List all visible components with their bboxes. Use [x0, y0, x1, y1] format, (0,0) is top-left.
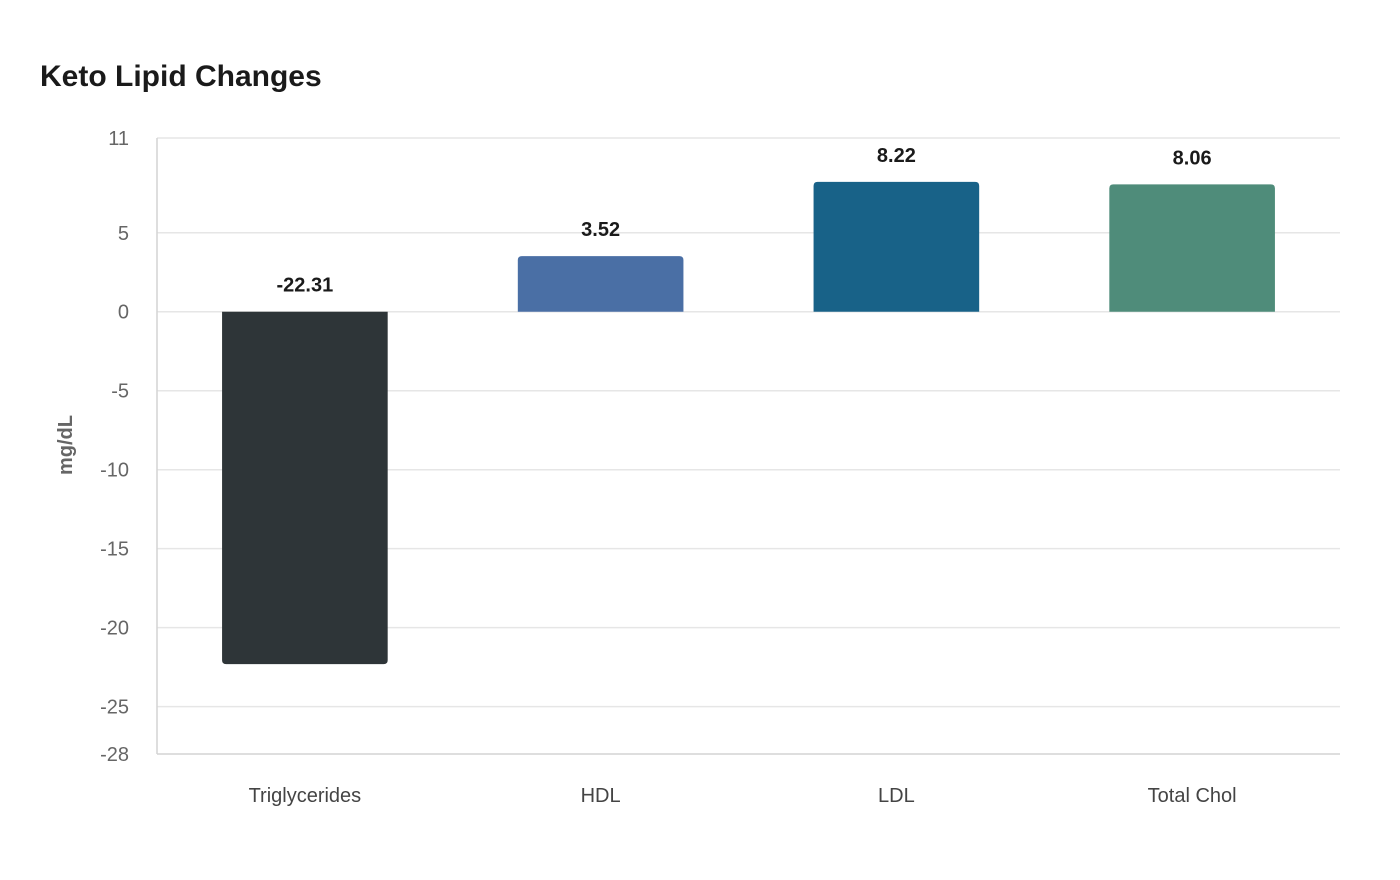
y-tick-label: -5: [111, 381, 129, 403]
x-tick-label: HDL: [581, 785, 621, 807]
data-label: 8.06: [1173, 147, 1212, 169]
y-tick-label: 0: [118, 302, 129, 324]
y-tick-label: -25: [100, 697, 129, 719]
category-labels: Triglycerides HDL LDL Total Chol: [249, 785, 1237, 807]
x-tick-label: Triglycerides: [249, 785, 362, 807]
x-tick-label: Total Chol: [1148, 785, 1237, 807]
bar: [222, 311, 388, 665]
data-label: 3.52: [581, 219, 620, 241]
x-tick-label: LDL: [878, 785, 915, 807]
data-label: -22.31: [277, 275, 334, 297]
y-axis-title: mg/dL: [55, 415, 77, 475]
y-tick-label: -10: [100, 460, 129, 482]
y-tick-label: 11: [108, 128, 129, 150]
y-tick-label: -28: [100, 744, 129, 766]
bar: [517, 256, 684, 312]
y-tick-label: -15: [100, 539, 129, 561]
axes: [156, 138, 1340, 755]
bars: [222, 181, 1275, 665]
y-tick-labels: 11 5 0 -5 -10 -15 -20 -25 -28: [100, 128, 129, 766]
data-labels: -22.31 3.52 8.22 8.06: [277, 145, 1212, 297]
y-tick-label: 5: [118, 223, 129, 245]
data-label: 8.22: [877, 145, 916, 167]
y-tick-label: -20: [100, 618, 129, 640]
bar: [813, 181, 980, 312]
chart-title: Keto Lipid Changes: [40, 60, 322, 93]
bar: [1109, 184, 1275, 312]
